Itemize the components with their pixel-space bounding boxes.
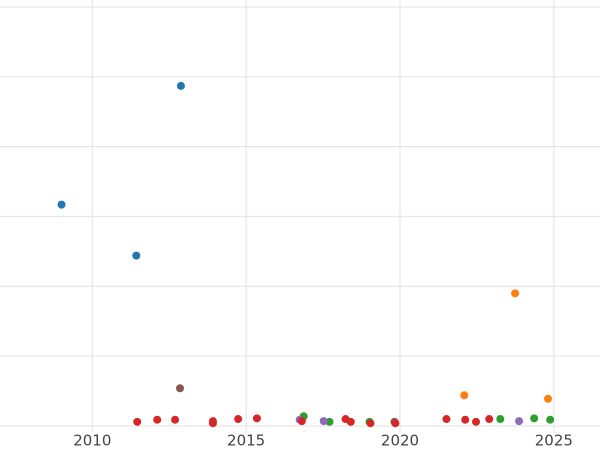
x-tick-label: 2010 bbox=[73, 432, 111, 450]
point bbox=[153, 415, 162, 424]
point bbox=[366, 419, 375, 428]
point bbox=[460, 391, 469, 400]
point bbox=[297, 417, 306, 426]
point bbox=[546, 415, 555, 424]
point bbox=[485, 415, 494, 424]
point bbox=[391, 419, 400, 428]
point bbox=[208, 419, 217, 428]
x-tick-label: 2025 bbox=[535, 432, 573, 450]
point bbox=[319, 417, 328, 426]
point bbox=[544, 394, 552, 403]
point bbox=[234, 415, 243, 424]
point bbox=[57, 200, 66, 209]
point bbox=[325, 417, 334, 426]
point bbox=[511, 289, 520, 298]
point bbox=[496, 415, 505, 424]
point bbox=[176, 384, 184, 393]
point bbox=[530, 414, 539, 423]
point bbox=[171, 415, 180, 424]
x-tick-label: 2020 bbox=[381, 432, 419, 450]
x-tick-label: 2015 bbox=[227, 432, 265, 450]
point bbox=[461, 415, 470, 424]
point bbox=[133, 417, 142, 426]
point bbox=[132, 251, 141, 260]
point bbox=[346, 417, 355, 426]
point bbox=[472, 417, 480, 426]
point bbox=[442, 415, 451, 424]
point bbox=[515, 417, 524, 426]
point bbox=[176, 81, 185, 90]
point bbox=[252, 414, 261, 423]
